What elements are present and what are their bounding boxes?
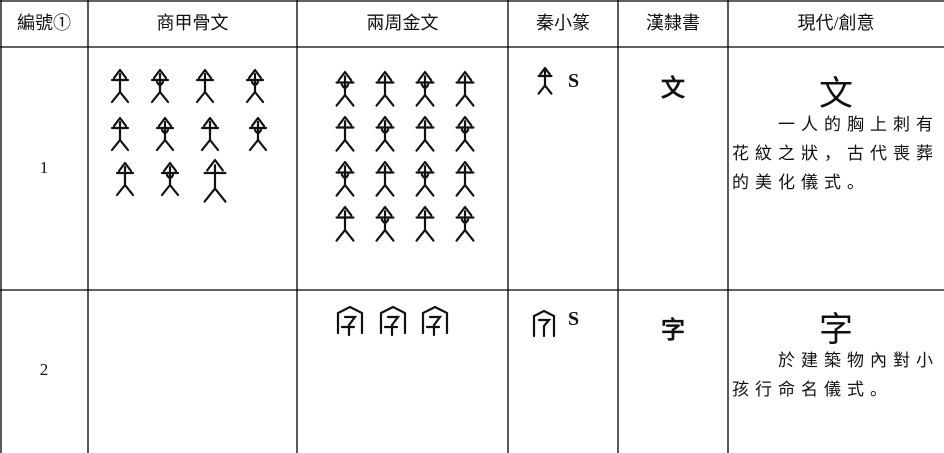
glyph: [335, 115, 355, 152]
clerical-char: 字: [661, 318, 685, 344]
modern-char: 字: [819, 312, 853, 349]
modern-char: 文: [819, 76, 853, 113]
glyph: [335, 205, 355, 242]
header-cell: 兩周金文: [366, 13, 439, 33]
header-cell: 漢隸書: [646, 13, 700, 33]
glyph: [336, 305, 364, 337]
glyph: [455, 205, 475, 242]
glyph: [537, 66, 553, 95]
description: 於建築物內對小孩行命名儀式。: [732, 351, 939, 399]
glyph: [155, 116, 175, 152]
glyph: [415, 160, 435, 197]
glyph: [421, 305, 449, 337]
glyph: [375, 70, 395, 107]
glyph: [375, 205, 395, 242]
seal-label: S: [568, 70, 580, 92]
glyph: [195, 68, 215, 104]
glyph: [379, 305, 407, 337]
glyph: [375, 160, 395, 197]
header-cell: 編號①: [17, 13, 71, 33]
header-cell: 現代/創意: [797, 13, 875, 33]
glyph: [115, 161, 135, 197]
glyph: [375, 115, 395, 152]
header-cell: 秦小篆: [536, 13, 590, 33]
glyph: [248, 116, 268, 152]
glyph: [532, 309, 556, 338]
glyph: [415, 205, 435, 242]
row-number: 1: [39, 158, 49, 177]
glyph: [455, 70, 475, 107]
glyph: [415, 70, 435, 107]
header-cell: 商甲骨文: [156, 13, 229, 33]
glyph: [160, 161, 180, 197]
glyph: [335, 160, 355, 197]
description: 一人的胸上刺有花紋之狀，古代喪葬的美化儀式。: [732, 115, 939, 192]
glyph: [200, 116, 220, 152]
glyph: [335, 70, 355, 107]
glyph: [110, 68, 130, 104]
glyph: [110, 116, 130, 152]
glyph: [150, 68, 170, 104]
row-number: 2: [39, 360, 49, 379]
glyph: [455, 160, 475, 197]
glyph: [203, 158, 227, 203]
glyph: [455, 115, 475, 152]
glyph: [415, 115, 435, 152]
ancient-glyphs: [110, 66, 556, 338]
clerical-char: 文: [661, 76, 685, 102]
seal-label: S: [568, 308, 580, 330]
glyph: [245, 68, 265, 104]
